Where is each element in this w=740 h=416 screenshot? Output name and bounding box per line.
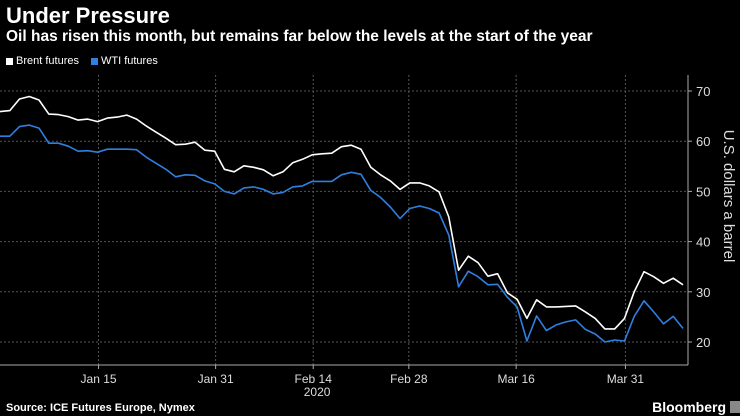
- legend: Brent futures WTI futures: [6, 55, 158, 67]
- legend-swatch-wti: [90, 57, 98, 65]
- y-tick-label: 30: [696, 285, 710, 300]
- x-tick-label: Feb 28: [390, 372, 428, 386]
- logo-mark-icon: [730, 401, 740, 413]
- y-tick-label: 40: [696, 235, 710, 250]
- y-tick-label: 70: [696, 84, 710, 99]
- legend-item-brent: Brent futures: [6, 55, 79, 67]
- series-line-brent: [0, 95, 684, 330]
- x-tick-label: Feb 14: [295, 372, 333, 386]
- chart-subtitle: Oil has risen this month, but remains fa…: [6, 28, 593, 45]
- y-tick-label: 50: [696, 184, 710, 199]
- legend-label: WTI futures: [100, 55, 158, 67]
- series-line-wti: [0, 124, 684, 343]
- y-tick-label: 20: [696, 335, 710, 350]
- x-tick-label: Mar 31: [607, 372, 645, 386]
- bloomberg-logo: Bloomberg: [652, 399, 726, 415]
- legend-swatch-brent: [6, 57, 13, 65]
- x-year-label: 2020: [304, 385, 331, 399]
- x-tick-label: Jan 31: [198, 372, 234, 386]
- y-tick-label: 60: [696, 134, 710, 149]
- chart-title: Under Pressure: [6, 3, 170, 28]
- x-tick-label: Mar 16: [497, 372, 535, 386]
- y-axis-label: U.S. dollars a barrel: [720, 130, 737, 263]
- legend-label: Brent futures: [16, 55, 79, 67]
- x-tick-label: Jan 15: [81, 372, 117, 386]
- source-note: Source: ICE Futures Europe, Nymex: [6, 402, 195, 414]
- legend-item-wti: WTI futures: [90, 55, 158, 67]
